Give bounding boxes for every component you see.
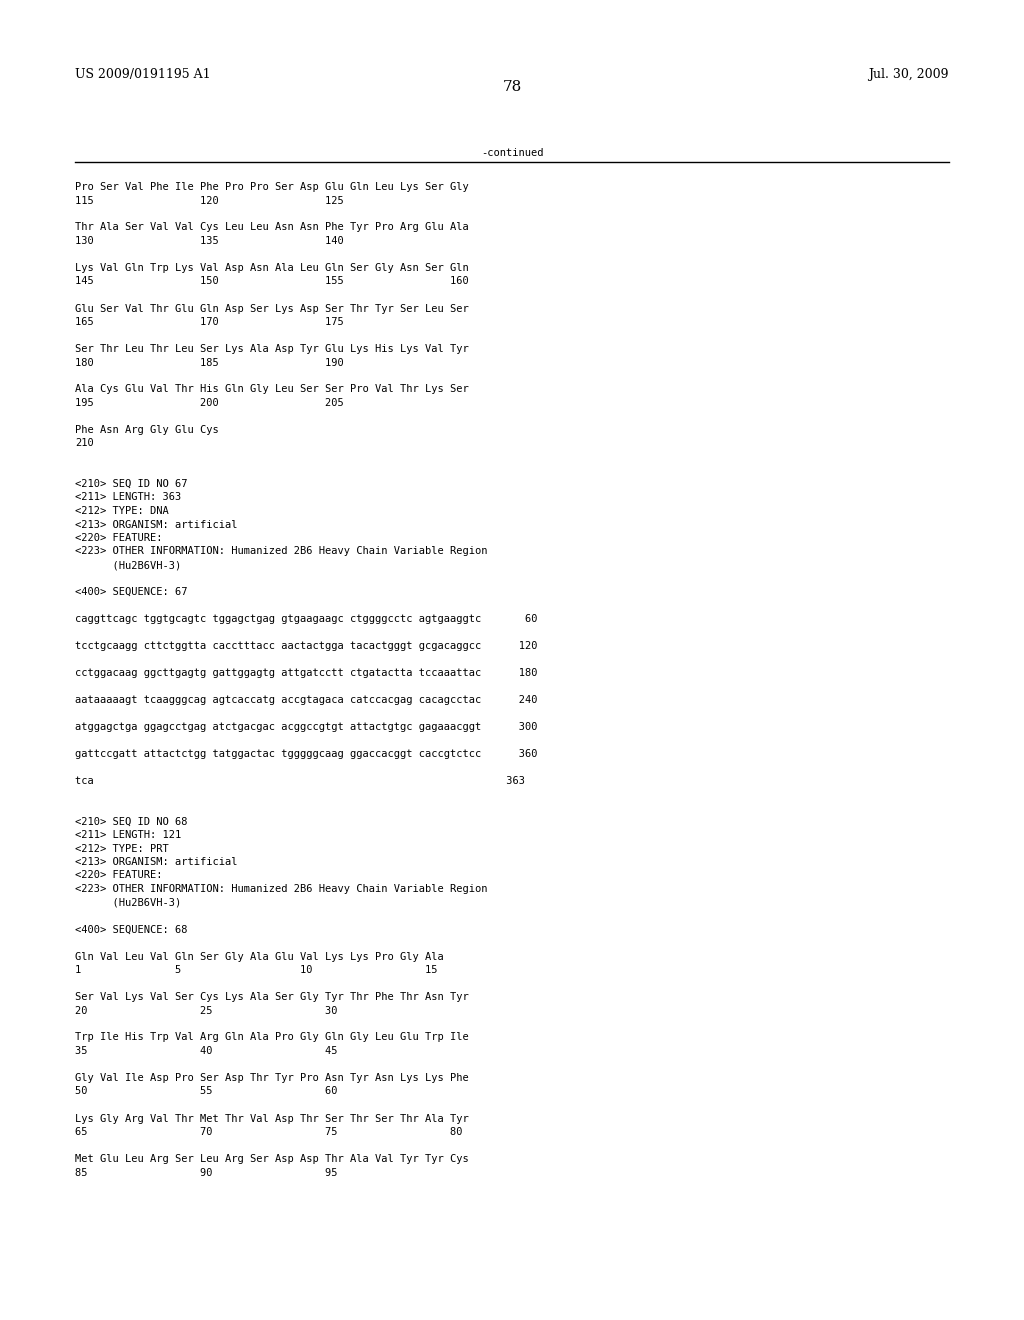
- Text: <212> TYPE: DNA: <212> TYPE: DNA: [75, 506, 169, 516]
- Text: <213> ORGANISM: artificial: <213> ORGANISM: artificial: [75, 520, 238, 529]
- Text: 78: 78: [503, 81, 521, 94]
- Text: 35                  40                  45: 35 40 45: [75, 1045, 338, 1056]
- Text: -continued: -continued: [480, 148, 544, 158]
- Text: <211> LENGTH: 363: <211> LENGTH: 363: [75, 492, 181, 503]
- Text: <211> LENGTH: 121: <211> LENGTH: 121: [75, 830, 181, 840]
- Text: 165                 170                 175: 165 170 175: [75, 317, 344, 327]
- Text: tca                                                                  363: tca 363: [75, 776, 525, 785]
- Text: 115                 120                 125: 115 120 125: [75, 195, 344, 206]
- Text: 195                 200                 205: 195 200 205: [75, 399, 344, 408]
- Text: <220> FEATURE:: <220> FEATURE:: [75, 870, 163, 880]
- Text: cctggacaag ggcttgagtg gattggagtg attgatcctt ctgatactta tccaaattac      180: cctggacaag ggcttgagtg gattggagtg attgatc…: [75, 668, 538, 678]
- Text: 1               5                   10                  15: 1 5 10 15: [75, 965, 437, 975]
- Text: (Hu2B6VH-3): (Hu2B6VH-3): [75, 898, 181, 908]
- Text: Phe Asn Arg Gly Glu Cys: Phe Asn Arg Gly Glu Cys: [75, 425, 219, 436]
- Text: Lys Val Gln Trp Lys Val Asp Asn Ala Leu Gln Ser Gly Asn Ser Gln: Lys Val Gln Trp Lys Val Asp Asn Ala Leu …: [75, 263, 469, 273]
- Text: Ser Val Lys Val Ser Cys Lys Ala Ser Gly Tyr Thr Phe Thr Asn Tyr: Ser Val Lys Val Ser Cys Lys Ala Ser Gly …: [75, 993, 469, 1002]
- Text: 145                 150                 155                 160: 145 150 155 160: [75, 276, 469, 286]
- Text: 130                 135                 140: 130 135 140: [75, 236, 344, 246]
- Text: caggttcagc tggtgcagtc tggagctgag gtgaagaagc ctggggcctc agtgaaggtc       60: caggttcagc tggtgcagtc tggagctgag gtgaaga…: [75, 614, 538, 624]
- Text: <210> SEQ ID NO 68: <210> SEQ ID NO 68: [75, 817, 187, 826]
- Text: US 2009/0191195 A1: US 2009/0191195 A1: [75, 69, 211, 81]
- Text: Gln Val Leu Val Gln Ser Gly Ala Glu Val Lys Lys Pro Gly Ala: Gln Val Leu Val Gln Ser Gly Ala Glu Val …: [75, 952, 443, 961]
- Text: 65                  70                  75                  80: 65 70 75 80: [75, 1127, 463, 1137]
- Text: Ser Thr Leu Thr Leu Ser Lys Ala Asp Tyr Glu Lys His Lys Val Tyr: Ser Thr Leu Thr Leu Ser Lys Ala Asp Tyr …: [75, 345, 469, 354]
- Text: aataaaaagt tcaagggcag agtcaccatg accgtagaca catccacgag cacagcctac      240: aataaaaagt tcaagggcag agtcaccatg accgtag…: [75, 696, 538, 705]
- Text: gattccgatt attactctgg tatggactac tgggggcaag ggaccacggt caccgtctcc      360: gattccgatt attactctgg tatggactac tgggggc…: [75, 748, 538, 759]
- Text: <210> SEQ ID NO 67: <210> SEQ ID NO 67: [75, 479, 187, 488]
- Text: <400> SEQUENCE: 68: <400> SEQUENCE: 68: [75, 924, 187, 935]
- Text: Ala Cys Glu Val Thr His Gln Gly Leu Ser Ser Pro Val Thr Lys Ser: Ala Cys Glu Val Thr His Gln Gly Leu Ser …: [75, 384, 469, 395]
- Text: tcctgcaagg cttctggtta cacctttacc aactactgga tacactgggt gcgacaggcc      120: tcctgcaagg cttctggtta cacctttacc aactact…: [75, 642, 538, 651]
- Text: <400> SEQUENCE: 67: <400> SEQUENCE: 67: [75, 587, 187, 597]
- Text: 50                  55                  60: 50 55 60: [75, 1086, 338, 1097]
- Text: 85                  90                  95: 85 90 95: [75, 1167, 338, 1177]
- Text: Pro Ser Val Phe Ile Phe Pro Pro Ser Asp Glu Gln Leu Lys Ser Gly: Pro Ser Val Phe Ile Phe Pro Pro Ser Asp …: [75, 182, 469, 191]
- Text: Trp Ile His Trp Val Arg Gln Ala Pro Gly Gln Gly Leu Glu Trp Ile: Trp Ile His Trp Val Arg Gln Ala Pro Gly …: [75, 1032, 469, 1043]
- Text: <212> TYPE: PRT: <212> TYPE: PRT: [75, 843, 169, 854]
- Text: Thr Ala Ser Val Val Cys Leu Leu Asn Asn Phe Tyr Pro Arg Glu Ala: Thr Ala Ser Val Val Cys Leu Leu Asn Asn …: [75, 223, 469, 232]
- Text: 210: 210: [75, 438, 94, 449]
- Text: <223> OTHER INFORMATION: Humanized 2B6 Heavy Chain Variable Region: <223> OTHER INFORMATION: Humanized 2B6 H…: [75, 884, 487, 894]
- Text: Met Glu Leu Arg Ser Leu Arg Ser Asp Asp Thr Ala Val Tyr Tyr Cys: Met Glu Leu Arg Ser Leu Arg Ser Asp Asp …: [75, 1154, 469, 1164]
- Text: Gly Val Ile Asp Pro Ser Asp Thr Tyr Pro Asn Tyr Asn Lys Lys Phe: Gly Val Ile Asp Pro Ser Asp Thr Tyr Pro …: [75, 1073, 469, 1082]
- Text: atggagctga ggagcctgag atctgacgac acggccgtgt attactgtgc gagaaacggt      300: atggagctga ggagcctgag atctgacgac acggccg…: [75, 722, 538, 733]
- Text: <220> FEATURE:: <220> FEATURE:: [75, 533, 163, 543]
- Text: <213> ORGANISM: artificial: <213> ORGANISM: artificial: [75, 857, 238, 867]
- Text: 20                  25                  30: 20 25 30: [75, 1006, 338, 1015]
- Text: Jul. 30, 2009: Jul. 30, 2009: [868, 69, 949, 81]
- Text: Glu Ser Val Thr Glu Gln Asp Ser Lys Asp Ser Thr Tyr Ser Leu Ser: Glu Ser Val Thr Glu Gln Asp Ser Lys Asp …: [75, 304, 469, 314]
- Text: Lys Gly Arg Val Thr Met Thr Val Asp Thr Ser Thr Ser Thr Ala Tyr: Lys Gly Arg Val Thr Met Thr Val Asp Thr …: [75, 1114, 469, 1123]
- Text: (Hu2B6VH-3): (Hu2B6VH-3): [75, 560, 181, 570]
- Text: <223> OTHER INFORMATION: Humanized 2B6 Heavy Chain Variable Region: <223> OTHER INFORMATION: Humanized 2B6 H…: [75, 546, 487, 557]
- Text: 180                 185                 190: 180 185 190: [75, 358, 344, 367]
